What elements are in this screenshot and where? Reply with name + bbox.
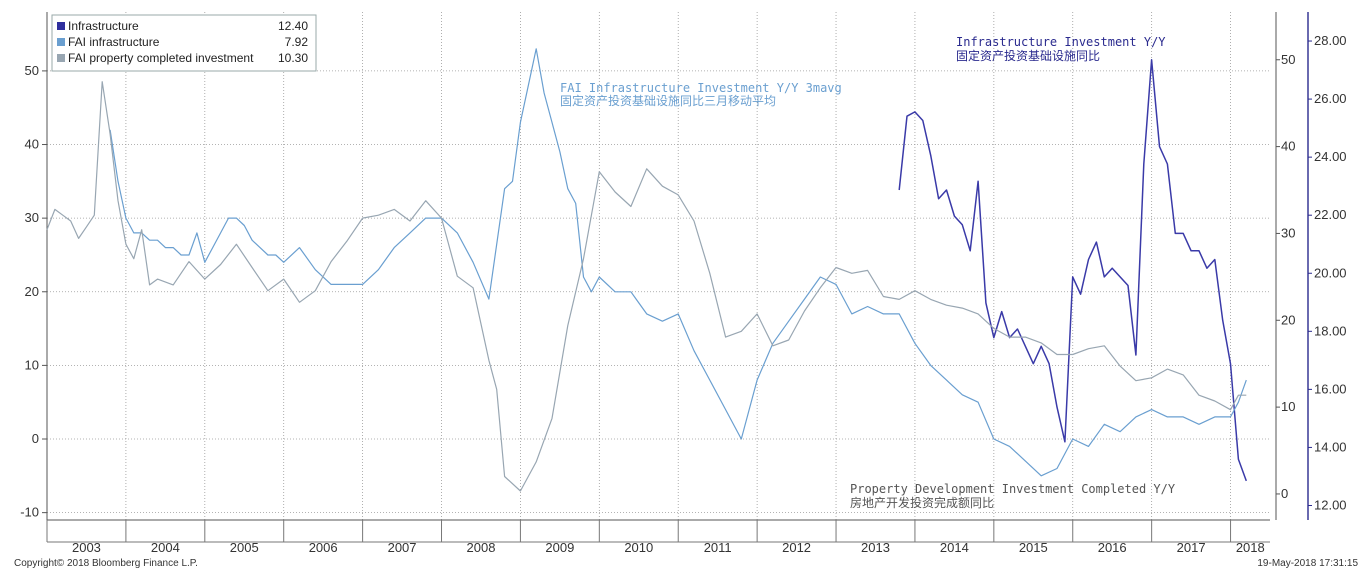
x-tick-label-2: 2005: [230, 540, 259, 555]
legend-box: [51, 14, 317, 72]
x-tick-label-12: 2015: [1019, 540, 1048, 555]
left-tick-label-5: 40: [25, 137, 39, 152]
legend-label-fai-infrastructure: FAI infrastructure: [68, 35, 160, 49]
left-tick-label-2: 10: [25, 357, 39, 372]
annotation-fai-infrastructure-en: FAI Infrastructure Investment Y/Y 3mavg: [560, 81, 842, 95]
x-tick-label-14: 2017: [1177, 540, 1206, 555]
right2-tick-label-5: 22.00: [1314, 207, 1347, 222]
legend-swatch-infrastructure: [57, 22, 65, 30]
x-tick-label-1: 2004: [151, 540, 180, 555]
right1-tick-label-0: 0: [1281, 486, 1288, 501]
right1-tick-label-3: 30: [1281, 225, 1295, 240]
series-line-fai-property: [46, 81, 1247, 492]
right2-tick-label-4: 20.00: [1314, 265, 1347, 280]
x-tick-label-7: 2010: [624, 540, 653, 555]
left-tick-label-6: 50: [25, 63, 39, 78]
x-tick-label-15: 2018: [1236, 540, 1265, 555]
right2-tick-label-0: 12.00: [1314, 497, 1347, 512]
x-tick-label-8: 2011: [704, 540, 732, 555]
left-tick-label-0: -10: [20, 505, 39, 520]
annotation-fai-infrastructure-cn: 固定资产投资基础设施同比三月移动平均: [560, 93, 776, 108]
right1-tick-label-1: 10: [1281, 399, 1295, 414]
right2-tick-label-1: 14.00: [1314, 439, 1347, 454]
right1-tick-label-4: 40: [1281, 139, 1295, 154]
annotation-fai-property-cn: 房地产开发投资完成额同比: [850, 495, 994, 510]
left-tick-label-4: 30: [25, 210, 39, 225]
annotations: Infrastructure Investment Y/Y 固定资产投资基础设施…: [560, 35, 1176, 510]
x-tick-label-13: 2016: [1098, 540, 1127, 555]
right2-tick-label-2: 16.00: [1314, 381, 1347, 396]
right2-tick-label-7: 26.00: [1314, 91, 1347, 106]
right1-tick-label-2: 20: [1281, 312, 1295, 327]
legend-value-infrastructure: 12.40: [278, 19, 308, 33]
right2-tick-label-3: 18.00: [1314, 323, 1347, 338]
x-tick-label-3: 2006: [309, 540, 338, 555]
x-tick-label-9: 2012: [782, 540, 811, 555]
axes: -10 0 10 20 30 40 50 0 10 20 30 40 50 12.00 14.00 16.00…: [20, 12, 1347, 555]
annotation-infrastructure-cn: 固定资产投资基础设施同比: [956, 48, 1100, 63]
x-tick-label-11: 2014: [940, 540, 969, 555]
series-line-fai-infrastructure: [109, 48, 1247, 477]
x-tick-label-6: 2009: [545, 540, 574, 555]
legend-value-fai-infrastructure: 7.92: [285, 35, 309, 49]
legend-swatch-fai-property: [57, 54, 65, 62]
right2-tick-label-8: 28.00: [1314, 33, 1347, 48]
annotation-fai-property-en: Property Development Investment Complete…: [850, 482, 1176, 496]
legend-swatch-fai-infrastructure: [57, 38, 65, 46]
x-tick-label-5: 2008: [467, 540, 496, 555]
gridlines: [47, 12, 1270, 520]
legend-value-fai-property: 10.30: [278, 51, 308, 65]
x-tick-label-0: 2003: [72, 540, 101, 555]
right2-tick-label-6: 24.00: [1314, 149, 1347, 164]
annotation-infrastructure-en: Infrastructure Investment Y/Y: [956, 35, 1166, 49]
timestamp: 19-May-2018 17:31:15: [1257, 558, 1358, 569]
right1-tick-label-5: 50: [1281, 52, 1295, 67]
legend-label-fai-property: FAI property completed investment: [68, 51, 254, 65]
series-line-infrastructure: [898, 59, 1248, 482]
left-tick-label-1: 0: [32, 431, 39, 446]
series-lines: [46, 48, 1248, 492]
x-tick-label-4: 2007: [388, 540, 417, 555]
legend-label-infrastructure: Infrastructure: [68, 19, 139, 33]
x-tick-label-10: 2013: [861, 540, 890, 555]
left-tick-label-3: 20: [25, 284, 39, 299]
legend: Infrastructure 12.40 FAI infrastructure …: [51, 14, 317, 72]
copyright: Copyright© 2018 Bloomberg Finance L.P.: [14, 558, 198, 569]
